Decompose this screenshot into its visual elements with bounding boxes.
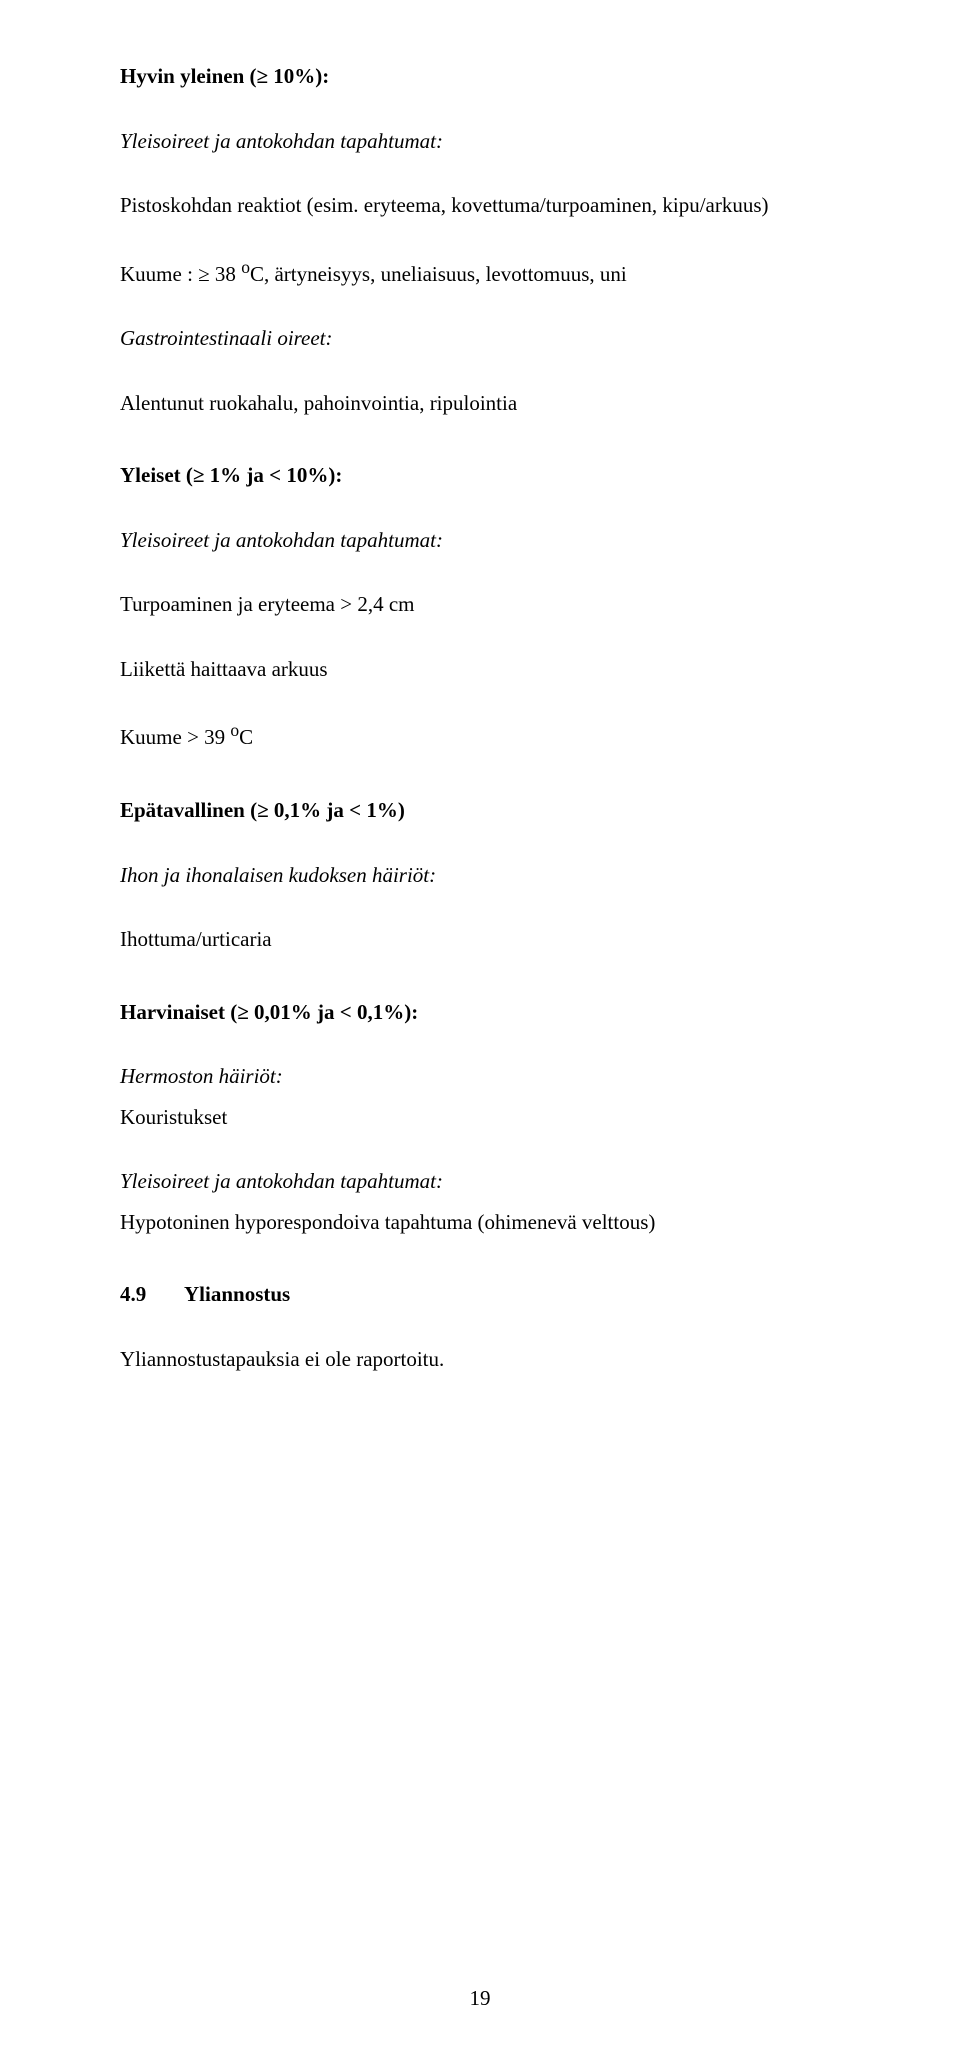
heading-rare: Harvinaiset (≥ 0,01% ja < 0,1%): xyxy=(120,996,840,1029)
heading-uncommon: Epätavallinen (≥ 0,1% ja < 1%) xyxy=(120,794,840,827)
text-degree-sup: o xyxy=(241,257,250,277)
block-very-common: Hyvin yleinen (≥ 10%): Yleisoireet ja an… xyxy=(120,60,840,419)
section-number: 4.9 xyxy=(120,1278,184,1311)
block-rare: Harvinaiset (≥ 0,01% ja < 0,1%): Hermost… xyxy=(120,996,840,1239)
heading-very-common: Hyvin yleinen (≥ 10%): xyxy=(120,60,840,93)
subheading-general-symptoms-2: Yleisoireet ja antokohdan tapahtumat: xyxy=(120,524,840,557)
subheading-nervous: Hermoston häiriöt: xyxy=(120,1060,840,1093)
text-gi-line: Alentunut ruokahalu, pahoinvointia, ripu… xyxy=(120,387,840,420)
block-uncommon: Epätavallinen (≥ 0,1% ja < 1%) Ihon ja i… xyxy=(120,794,840,956)
text-fever-post: C, ärtyneisyys, uneliaisuus, levottomuus… xyxy=(250,262,627,286)
section-title: Yliannostus xyxy=(184,1282,290,1306)
text-convulsions: Kouristukset xyxy=(120,1101,840,1134)
text-swelling: Turpoaminen ja eryteema > 2,4 cm xyxy=(120,588,840,621)
text-fever39-pre: Kuume > 39 xyxy=(120,725,230,749)
heading-common: Yleiset (≥ 1% ja < 10%): xyxy=(120,459,840,492)
subheading-general-symptoms-3: Yleisoireet ja antokohdan tapahtumat: xyxy=(120,1165,840,1198)
text-degree-sup-2: o xyxy=(230,720,239,740)
document-page: Hyvin yleinen (≥ 10%): Yleisoireet ja an… xyxy=(0,0,960,2055)
text-injection-reactions: Pistoskohdan reaktiot (esim. eryteema, k… xyxy=(120,189,840,222)
text-tenderness: Liikettä haittaava arkuus xyxy=(120,653,840,686)
heading-section-4-9: 4.9Yliannostus xyxy=(120,1278,840,1311)
text-fever-line: Kuume : ≥ 38 oC, ärtyneisyys, uneliaisuu… xyxy=(120,254,840,291)
text-rash: Ihottuma/urticaria xyxy=(120,923,840,956)
block-section-4-9: 4.9Yliannostus Yliannostustapauksia ei o… xyxy=(120,1278,840,1375)
block-common: Yleiset (≥ 1% ja < 10%): Yleisoireet ja … xyxy=(120,459,840,754)
subheading-skin: Ihon ja ihonalaisen kudoksen häiriöt: xyxy=(120,859,840,892)
text-hypotonic: Hypotoninen hyporespondoiva tapahtuma (o… xyxy=(120,1206,840,1239)
subheading-gi: Gastrointestinaali oireet: xyxy=(120,322,840,355)
text-fever-pre: Kuume : ≥ 38 xyxy=(120,262,241,286)
page-number: 19 xyxy=(0,1982,960,2015)
subheading-general-symptoms: Yleisoireet ja antokohdan tapahtumat: xyxy=(120,125,840,158)
text-fever39-post: C xyxy=(239,725,253,749)
text-fever39: Kuume > 39 oC xyxy=(120,717,840,754)
text-overdose: Yliannostustapauksia ei ole raportoitu. xyxy=(120,1343,840,1376)
